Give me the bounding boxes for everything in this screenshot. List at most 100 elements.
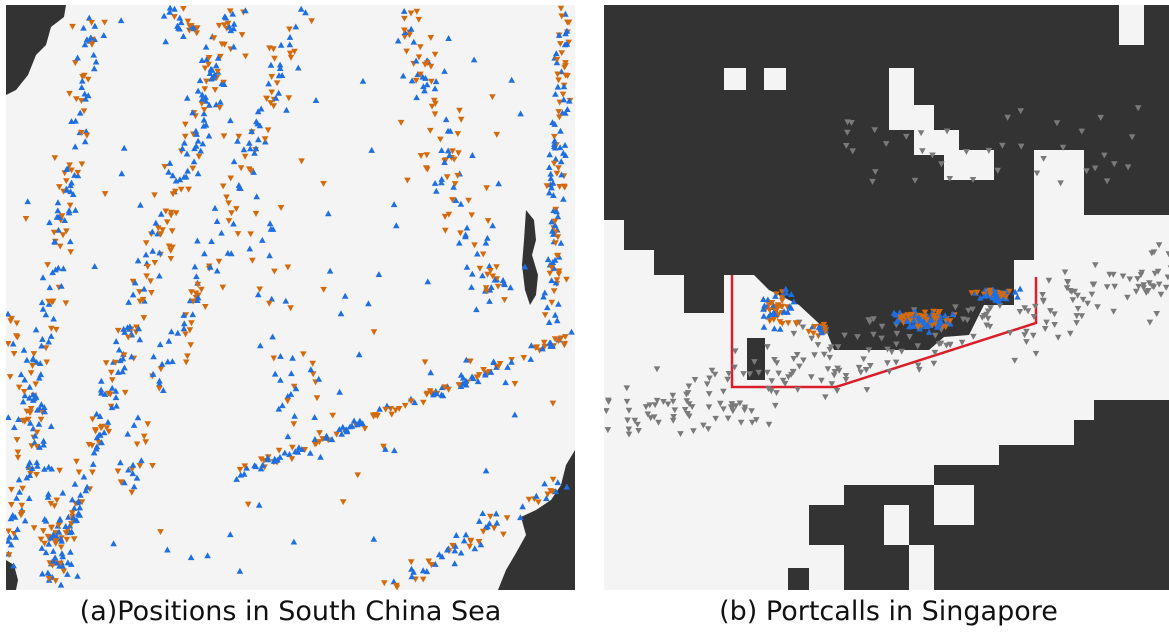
blue-position-marker — [469, 270, 476, 277]
orange-position-marker — [482, 285, 490, 292]
gray-vessel-marker — [965, 307, 972, 314]
blue-position-marker — [164, 546, 171, 553]
blue-position-marker — [203, 56, 210, 63]
orange-position-marker — [475, 539, 483, 545]
orange-position-marker — [198, 286, 205, 293]
blue-position-marker — [240, 470, 248, 477]
orange-position-marker — [63, 178, 70, 185]
blue-position-marker — [97, 386, 105, 393]
orange-position-marker — [423, 391, 430, 398]
blue-position-marker — [68, 561, 75, 567]
gray-vessel-marker — [1126, 276, 1134, 283]
blue-position-marker — [457, 371, 465, 378]
gray-vessel-marker — [1111, 283, 1118, 290]
orange-position-marker — [57, 560, 64, 567]
blue-position-marker — [169, 172, 177, 179]
orange-position-marker — [284, 398, 291, 405]
blue-position-marker — [112, 387, 120, 394]
orange-position-marker — [403, 48, 410, 55]
blue-position-marker — [248, 128, 255, 134]
gray-vessel-marker — [898, 348, 905, 355]
gray-vessel-marker — [1023, 339, 1030, 345]
blue-position-marker — [181, 320, 188, 327]
orange-position-marker — [155, 225, 162, 232]
blue-position-marker — [482, 239, 490, 246]
blue-portcall-marker — [771, 311, 779, 317]
orange-position-marker — [401, 27, 408, 34]
gray-vessel-marker — [983, 311, 990, 318]
blue-position-marker — [493, 519, 501, 526]
blue-position-marker — [90, 51, 97, 58]
orange-position-marker — [556, 184, 563, 190]
orange-position-marker — [101, 191, 109, 198]
orange-position-marker — [6, 341, 12, 347]
gray-vessel-marker — [1124, 294, 1131, 301]
orange-position-marker — [298, 158, 305, 165]
gray-vessel-marker — [1032, 350, 1040, 357]
gray-vessel-marker — [800, 357, 807, 364]
blue-position-marker — [288, 370, 295, 377]
blue-position-marker — [554, 213, 562, 220]
blue-position-marker — [282, 297, 290, 304]
blue-position-marker — [549, 119, 556, 126]
gray-vessel-marker — [970, 333, 977, 340]
orange-position-marker — [157, 366, 165, 373]
orange-position-marker — [277, 205, 285, 211]
orange-portcall-marker — [766, 307, 773, 314]
gray-vessel-marker — [631, 417, 639, 424]
blue-position-marker — [198, 91, 206, 98]
orange-portcall-marker — [773, 291, 780, 298]
blue-position-marker — [194, 170, 202, 177]
sea-patch-2 — [764, 68, 786, 90]
gray-vessel-marker — [952, 304, 959, 311]
orange-position-marker — [428, 103, 436, 110]
blue-position-marker — [490, 359, 498, 365]
orange-position-marker — [27, 406, 35, 412]
gray-vessel-marker — [969, 177, 977, 183]
blue-position-marker — [278, 72, 286, 78]
orange-position-marker — [26, 409, 34, 416]
orange-position-marker — [241, 463, 249, 470]
orange-position-marker — [261, 136, 269, 143]
orange-position-marker — [216, 105, 223, 111]
gray-vessel-marker — [1074, 306, 1082, 312]
orange-position-marker — [193, 30, 200, 37]
orange-position-marker — [88, 41, 96, 48]
blue-position-marker — [227, 27, 235, 34]
blue-position-marker — [193, 273, 200, 280]
orange-position-marker — [41, 540, 48, 547]
blue-position-marker — [40, 441, 47, 448]
gray-vessel-marker — [711, 371, 719, 378]
orange-position-marker — [205, 55, 213, 61]
orange-position-marker — [56, 184, 63, 191]
blue-position-marker — [177, 19, 185, 26]
blue-position-marker — [463, 224, 471, 231]
blue-position-marker — [199, 140, 207, 147]
blue-position-marker — [452, 197, 460, 203]
orange-position-marker — [214, 68, 221, 75]
blue-position-marker — [462, 377, 470, 384]
gray-vessel-marker — [790, 330, 798, 337]
orange-position-marker — [188, 289, 195, 296]
orange-position-marker — [483, 185, 490, 192]
blue-position-marker — [292, 385, 300, 392]
blue-position-marker — [554, 479, 562, 486]
blue-position-marker — [34, 406, 41, 413]
gray-vessel-marker — [834, 344, 842, 351]
blue-position-marker — [23, 356, 31, 363]
blue-position-marker — [382, 446, 389, 452]
blue-portcall-marker — [760, 312, 768, 319]
blue-position-marker — [471, 545, 479, 552]
orange-position-marker — [144, 264, 151, 270]
blue-position-marker — [252, 145, 260, 152]
blue-position-marker — [484, 234, 491, 241]
blue-position-marker — [433, 187, 440, 194]
gray-vessel-marker — [1157, 291, 1165, 298]
orange-position-marker — [554, 252, 562, 259]
gray-vessel-marker — [1140, 285, 1147, 291]
blue-portcall-marker — [772, 293, 779, 299]
orange-position-marker — [221, 22, 228, 29]
orange-position-marker — [188, 320, 195, 327]
gray-vessel-marker — [822, 394, 829, 401]
orange-position-marker — [484, 218, 492, 224]
